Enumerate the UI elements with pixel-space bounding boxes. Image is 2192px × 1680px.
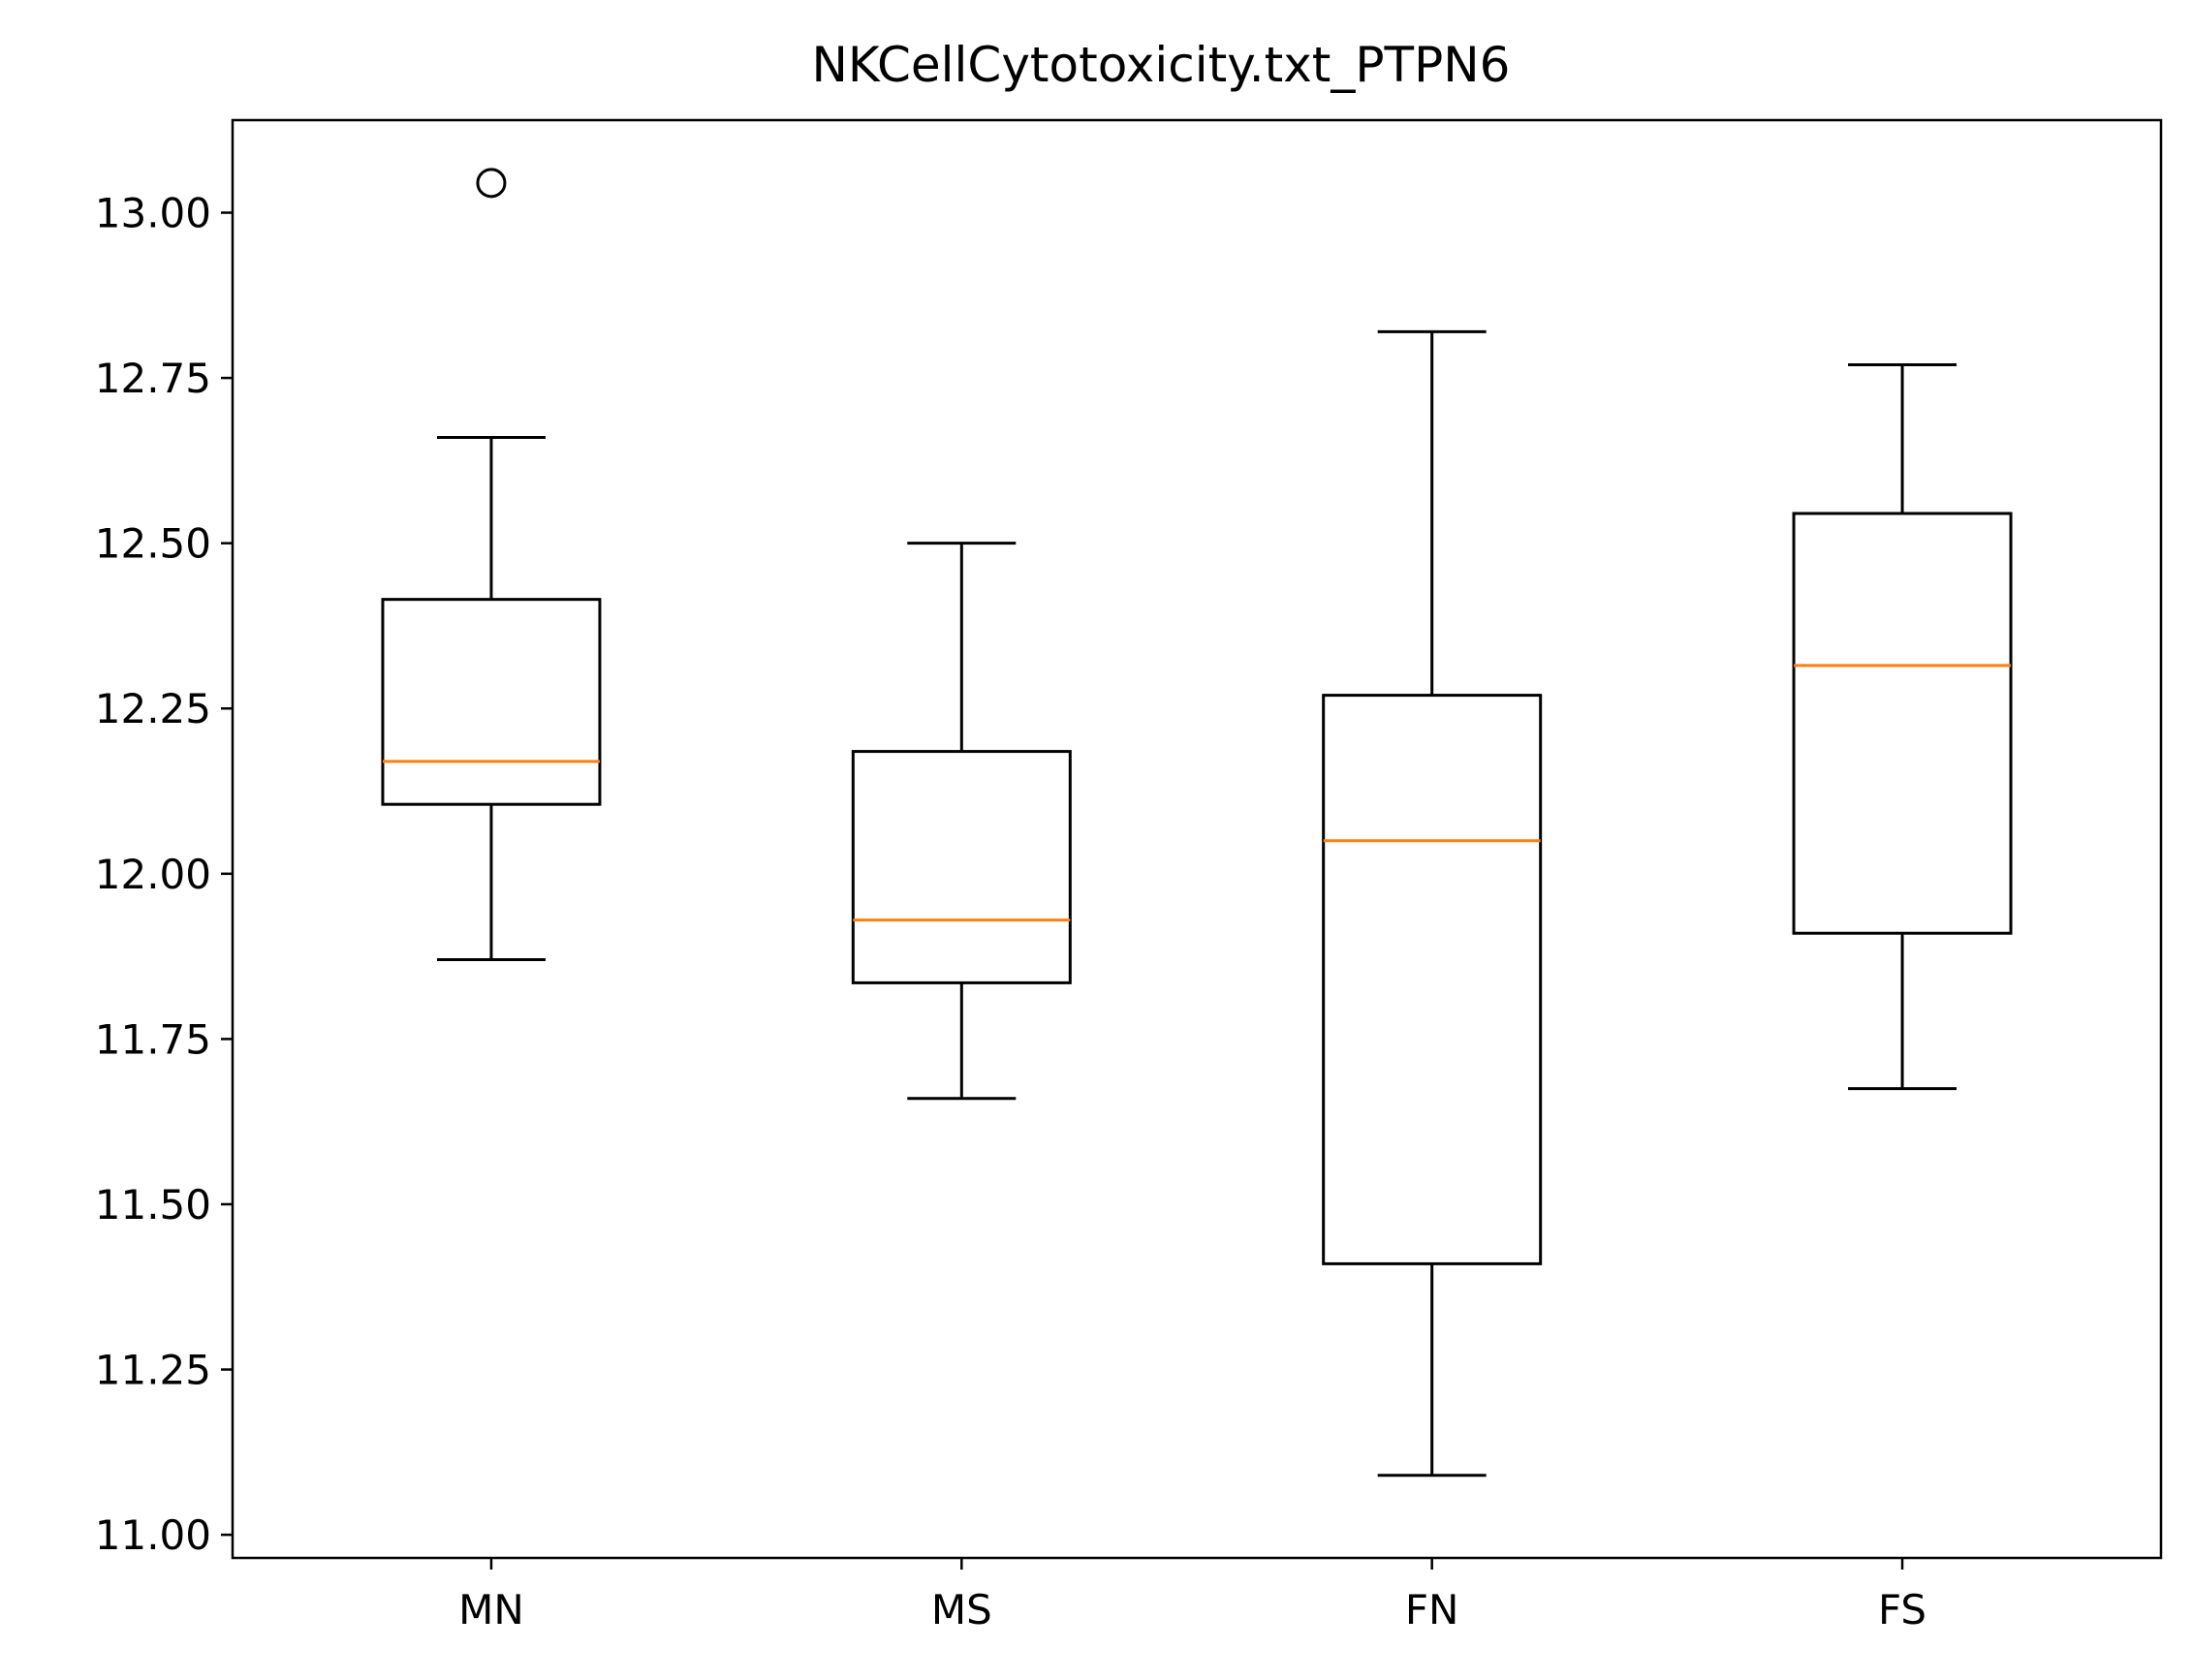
iqr-box [1322, 694, 1543, 1265]
y-tick-label: 12.25 [95, 685, 211, 732]
y-tick-label: 12.00 [95, 851, 211, 898]
y-tick-label: 11.75 [95, 1015, 211, 1063]
x-tick-label: MN [458, 1586, 524, 1633]
y-tick-label: 12.50 [95, 520, 211, 568]
y-axis: 11.00 11.25 11.50 11.75 12.00 12.25 12.50 12.75… [95, 190, 233, 1559]
y-tick-label: 11.25 [95, 1347, 211, 1394]
x-tick-label: FS [1878, 1586, 1926, 1633]
x-axis: MN MS FN FS [458, 1558, 1926, 1633]
y-tick-label: 12.75 [95, 355, 211, 402]
box-group-ms [851, 542, 1072, 1101]
iqr-box [851, 750, 1072, 984]
box-group-fn [1322, 329, 1543, 1478]
box-group-mn [381, 168, 602, 962]
x-tick-label: FN [1405, 1586, 1459, 1633]
y-tick-label: 11.00 [95, 1511, 211, 1559]
y-tick-label: 11.50 [95, 1181, 211, 1229]
y-tick-label: 13.00 [95, 190, 211, 237]
box-group-fs [1792, 362, 2013, 1091]
iqr-box [381, 598, 602, 806]
outlier-point [476, 168, 507, 199]
iqr-box [1792, 512, 2013, 935]
plot-frame [231, 118, 2163, 1560]
x-tick-label: MS [931, 1586, 992, 1633]
plot-area [381, 168, 2013, 1478]
chart-title: NKCellCytotoxicity.txt_PTPN6 [812, 37, 1511, 93]
